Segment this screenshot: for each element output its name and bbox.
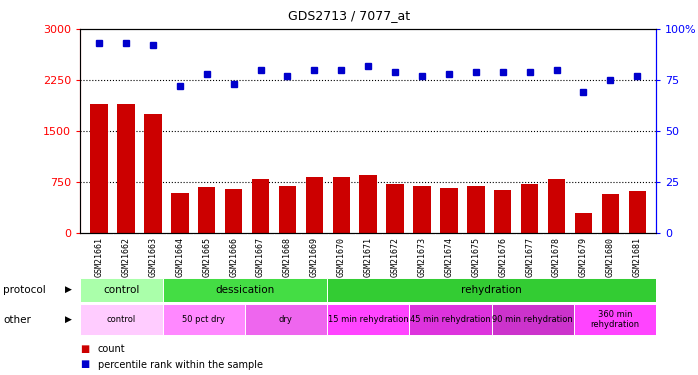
Bar [198,187,216,233]
Text: GSM21672: GSM21672 [391,237,399,277]
Bar [574,304,656,335]
Text: GSM21674: GSM21674 [445,237,454,277]
Text: rehydration: rehydration [461,285,522,295]
Text: GSM21681: GSM21681 [633,237,641,277]
Bar [409,304,491,335]
Text: GSM21661: GSM21661 [95,237,103,277]
Text: protocol: protocol [3,285,46,295]
Text: other: other [3,315,31,325]
Bar [80,304,163,335]
Text: ■: ■ [80,344,89,354]
Text: dessication: dessication [215,285,274,295]
Text: ▶: ▶ [65,285,72,294]
Text: percentile rank within the sample: percentile rank within the sample [98,360,262,369]
Text: 50 pct dry: 50 pct dry [182,315,225,324]
Text: 360 min
rehydration: 360 min rehydration [591,310,639,329]
Bar [332,177,350,233]
Bar [90,104,108,233]
Text: GSM21668: GSM21668 [283,237,292,277]
Bar [327,304,409,335]
Text: 15 min rehydration: 15 min rehydration [328,315,408,324]
Text: GSM21664: GSM21664 [175,237,184,277]
Bar [521,184,538,233]
Text: GSM21662: GSM21662 [121,237,131,277]
Bar [440,188,458,233]
Bar [574,213,592,233]
Text: GSM21675: GSM21675 [471,237,480,277]
Bar [467,186,484,233]
Text: GSM21670: GSM21670 [337,237,346,277]
Bar [306,177,323,233]
Bar [327,278,656,302]
Text: ▶: ▶ [65,315,72,324]
Text: 90 min rehydration: 90 min rehydration [492,315,573,324]
Text: 45 min rehydration: 45 min rehydration [410,315,491,324]
Text: GSM21677: GSM21677 [525,237,534,277]
Text: ■: ■ [80,360,89,369]
Bar [494,190,512,233]
Text: GSM21665: GSM21665 [202,237,211,277]
Bar [628,191,646,233]
Text: GSM21678: GSM21678 [552,237,561,277]
Text: count: count [98,344,126,354]
Bar [163,304,245,335]
Bar [387,184,404,233]
Text: GSM21679: GSM21679 [579,237,588,277]
Text: GSM21667: GSM21667 [256,237,265,277]
Text: GSM21673: GSM21673 [417,237,426,277]
Text: GSM21680: GSM21680 [606,237,615,277]
Bar [279,186,296,233]
Text: GSM21671: GSM21671 [364,237,373,277]
Bar [602,194,619,233]
Text: GSM21666: GSM21666 [229,237,238,277]
Bar [163,278,327,302]
Bar [144,114,162,233]
Bar [413,186,431,233]
Bar [252,179,269,233]
Bar [359,176,377,233]
Bar [548,179,565,233]
Text: dry: dry [279,315,293,324]
Text: GDS2713 / 7077_at: GDS2713 / 7077_at [288,9,410,22]
Bar [80,278,163,302]
Text: GSM21663: GSM21663 [149,237,158,277]
Text: GSM21669: GSM21669 [310,237,319,277]
Text: control: control [107,315,136,324]
Bar [171,193,188,233]
Bar [245,304,327,335]
Text: GSM21676: GSM21676 [498,237,507,277]
Text: control: control [103,285,140,295]
Bar [225,189,242,233]
Bar [117,104,135,233]
Bar [491,304,574,335]
